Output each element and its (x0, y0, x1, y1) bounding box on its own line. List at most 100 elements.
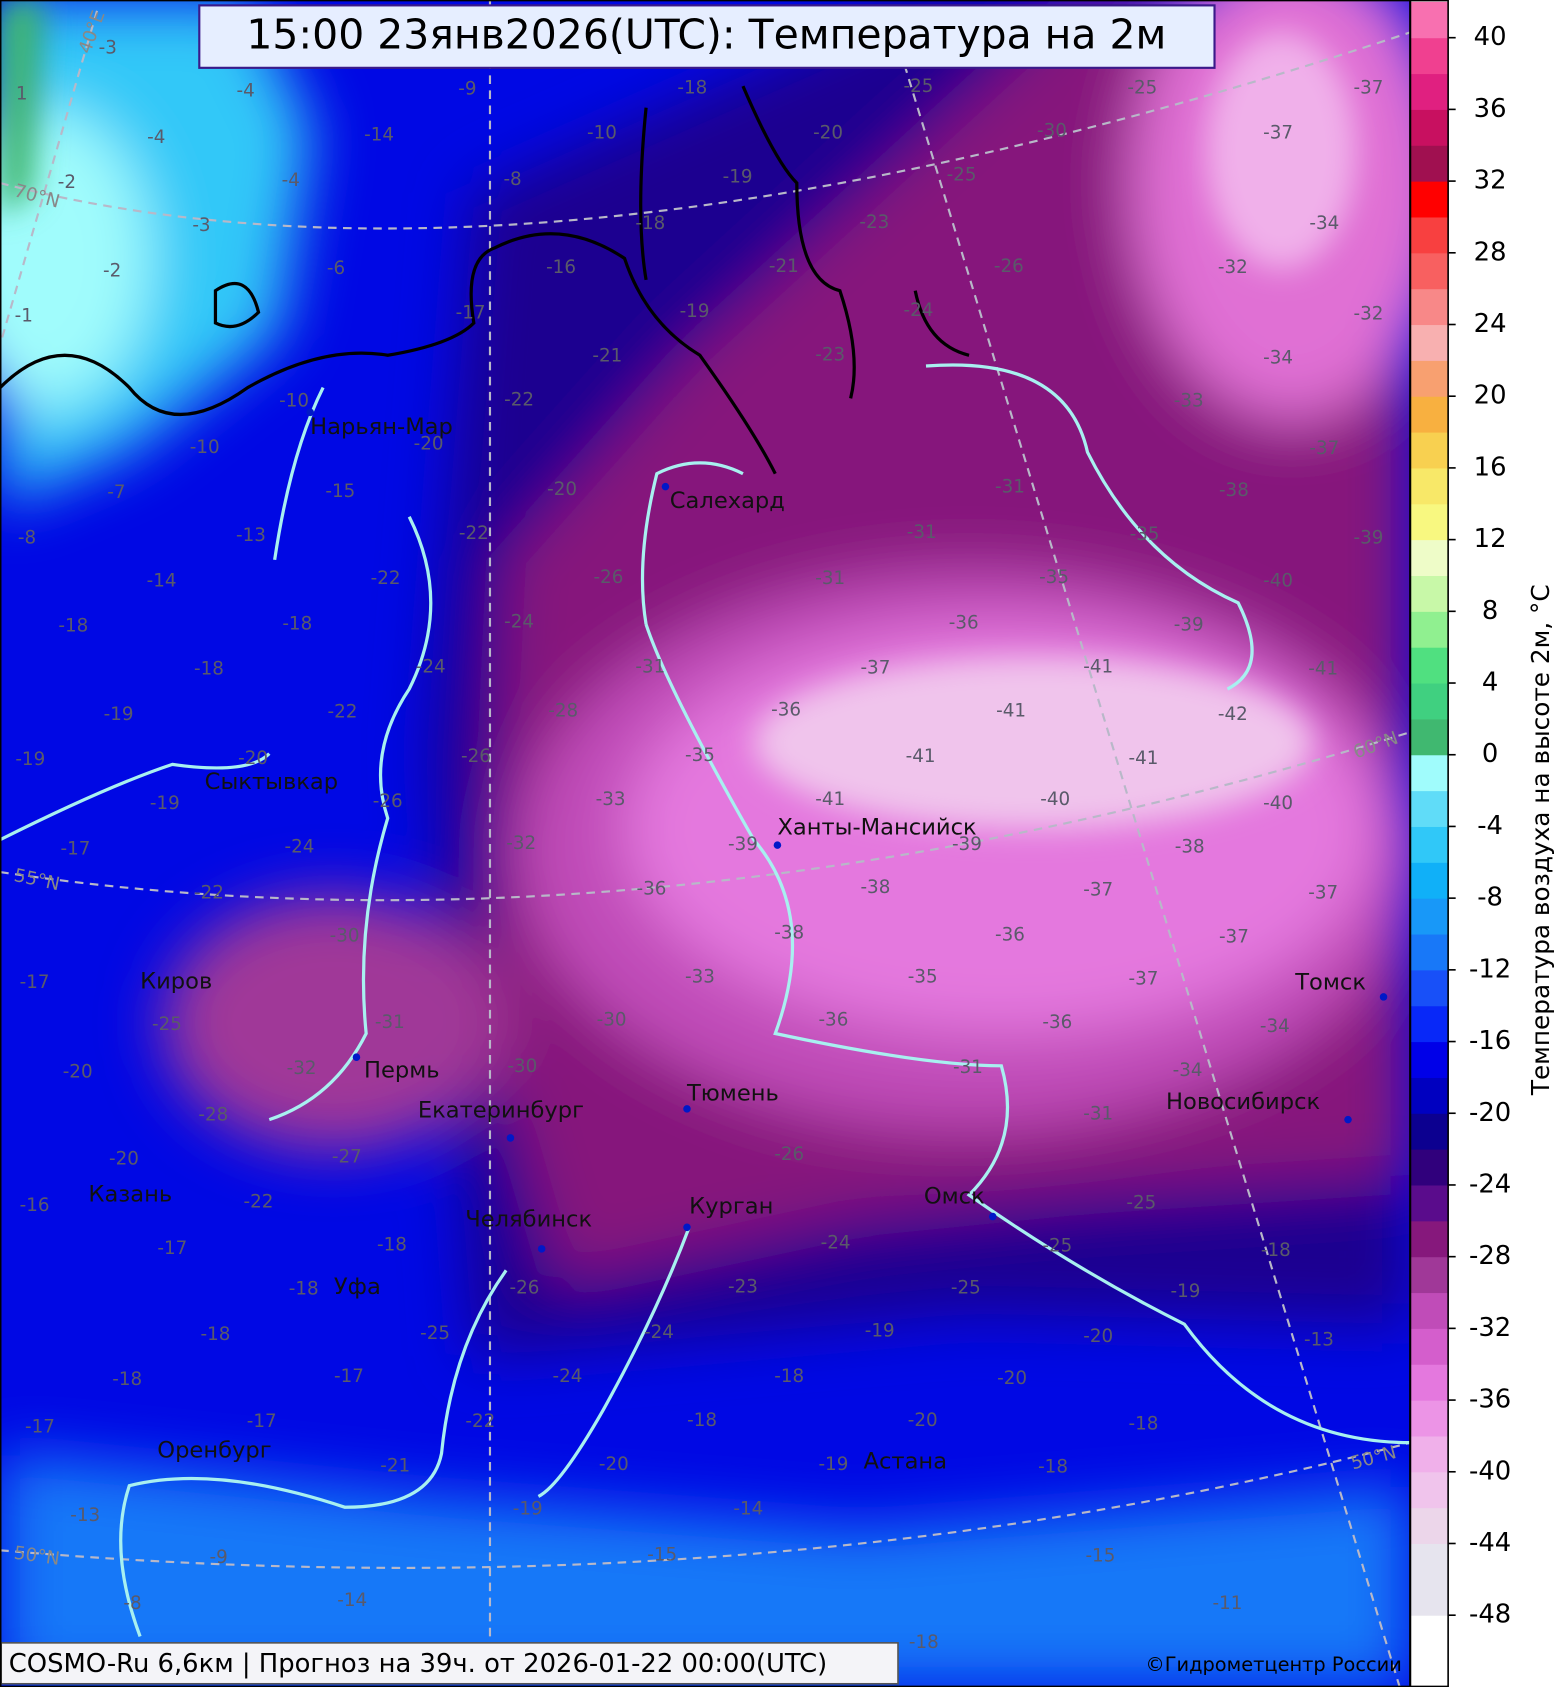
city-dot (683, 1223, 691, 1232)
colorbar-tick-label: -48 (1469, 1600, 1511, 1630)
temperature-label: -31 (907, 522, 937, 543)
temperature-label: -18 (635, 213, 665, 234)
temperature-label: -25 (1042, 1236, 1072, 1257)
colorbar-band (1410, 754, 1449, 792)
temperature-label: -8 (503, 169, 521, 190)
temperature-label: -18 (1038, 1456, 1068, 1477)
temperature-label: -18 (282, 613, 312, 634)
field-warm (0, 107, 151, 410)
coast (213, 281, 261, 329)
temperature-label: -18 (687, 1410, 717, 1431)
temperature-label: -24 (821, 1232, 851, 1253)
temperature-label: -36 (949, 612, 979, 633)
temperature-label: -19 (723, 167, 753, 188)
colorbar-tick-label: 4 (1482, 668, 1498, 698)
city-name: Екатеринбург (418, 1098, 584, 1124)
temperature-label: -32 (506, 833, 536, 854)
temperature-label: -41 (996, 701, 1026, 722)
temperature-label: -19 (104, 704, 134, 725)
colorbar-tick-label: -20 (1469, 1098, 1511, 1128)
temperature-label: -33 (596, 789, 626, 810)
city-dot (773, 841, 782, 849)
temperature-label: -35 (685, 745, 715, 766)
temperature-label: -17 (334, 1366, 364, 1387)
map-labels: -31 -4-4-2 -4-3-2 -6-1-9-14 -10-8-18-20-19-1… (15, 37, 1384, 1652)
colorbar-tick-label: -40 (1469, 1456, 1511, 1486)
temperature-label: -25 (420, 1323, 450, 1344)
temperature-label: -31 (375, 1012, 405, 1033)
coastline (0, 85, 970, 475)
map-field (0, 0, 1411, 1687)
city-name: Тюмень (686, 1080, 779, 1106)
temperature-label: -23 (728, 1277, 758, 1298)
city-name: Астана (864, 1448, 948, 1474)
temperature-label: -31 (635, 656, 665, 677)
temperature-label: -14 (364, 125, 394, 146)
colorbar-band (1410, 1507, 1449, 1545)
temperature-label: -15 (325, 481, 355, 502)
temperature-label: -36 (995, 925, 1025, 946)
field-cold (161, 893, 507, 1152)
temperature-label: -16 (20, 1195, 50, 1216)
temperature-label: -37 (1263, 122, 1293, 143)
colorbar-band (1410, 969, 1449, 1007)
colorbar-tick-label: 8 (1482, 596, 1498, 626)
city-name: Салехард (670, 488, 785, 514)
temperature-label: -41 (1308, 659, 1338, 680)
colorbar-tick-label: 32 (1474, 166, 1507, 196)
temperature-label: -4 (236, 81, 254, 102)
temperature-label: -19 (818, 1454, 848, 1475)
temperature-label: -22 (459, 523, 489, 544)
temperature-label: -25 (152, 1014, 182, 1035)
footer-box (0, 1642, 899, 1685)
temperature-label: -37 (1309, 438, 1339, 459)
temperature-label: -24 (504, 611, 534, 632)
city-name: Пермь (364, 1058, 440, 1084)
city-name: Казань (88, 1182, 172, 1208)
colorbar-extension (1410, 1651, 1449, 1686)
temperature-label: -38 (1219, 480, 1249, 501)
temperature-label: -14 (337, 1590, 367, 1611)
temperature-label: -40 (1040, 789, 1070, 810)
temperature-label: -20 (63, 1061, 93, 1082)
temperature-label: -7 (107, 482, 125, 503)
temperature-label: -3 (192, 215, 210, 236)
temperature-label: -38 (860, 877, 890, 898)
colorbar-band (1410, 1149, 1449, 1186)
field-core-shape (1205, 32, 1357, 270)
map-title: 15:00 23янв2026(UTC): Температура на 2м (246, 11, 1166, 59)
colorbar-band (1410, 1184, 1449, 1222)
temperature-label: -41 (906, 746, 936, 767)
coast (639, 85, 970, 399)
temperature-label: -37 (1219, 927, 1249, 948)
temperature-label: -30 (1037, 120, 1067, 141)
temperature-label: -20 (1083, 1326, 1113, 1347)
colorbar-band (1410, 145, 1449, 182)
city-name: Курган (689, 1193, 773, 1219)
city-name: Оренбург (157, 1438, 271, 1464)
temperature-label: -22 (328, 702, 358, 723)
temperature-label: -14 (147, 570, 177, 591)
temperature-label: -22 (194, 883, 224, 904)
colorbar-tick-label: -44 (1469, 1528, 1511, 1558)
temperature-label: -22 (504, 389, 534, 410)
temperature-label: -20 (547, 479, 577, 500)
parallel (0, 31, 1411, 230)
temperature-label: -38 (1175, 836, 1205, 857)
temperature-label: -24 (416, 656, 446, 677)
temperature-label: -18 (112, 1369, 142, 1390)
temperature-label: -17 (456, 302, 486, 323)
temperature-label: -18 (1129, 1413, 1159, 1434)
temperature-label: -13 (1304, 1329, 1334, 1350)
temperature-label: -22 (244, 1192, 274, 1213)
temperature-label: -26 (461, 746, 491, 767)
isotherm (925, 363, 1254, 691)
temperature-label: -30 (330, 926, 360, 947)
temperature-label: -20 (109, 1148, 139, 1169)
temperature-label: -11 (1212, 1593, 1242, 1614)
city-dot (1379, 993, 1388, 1001)
colorbar-frame (1409, 0, 1449, 1688)
temperature-label: -19 (1171, 1281, 1201, 1302)
